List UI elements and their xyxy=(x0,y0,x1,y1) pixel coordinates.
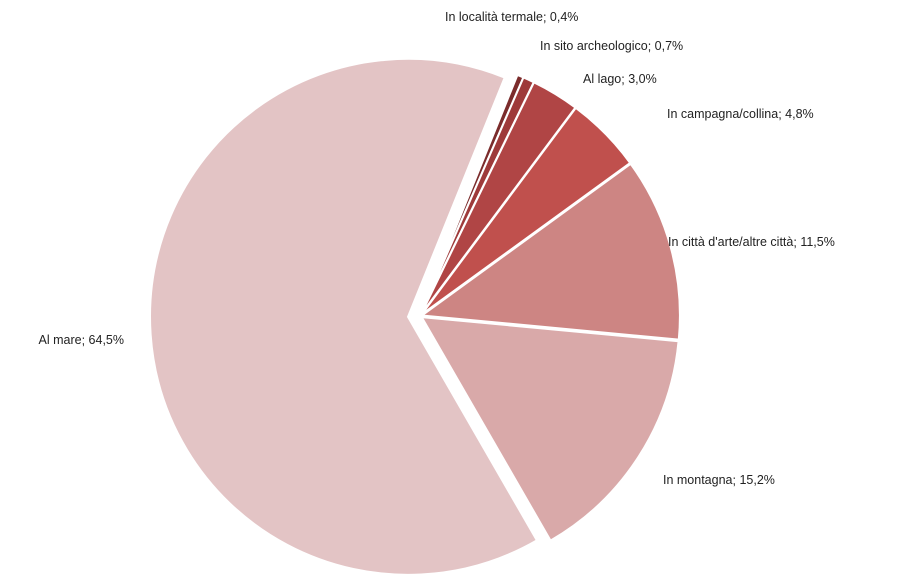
slice-label: In località termale; 0,4% xyxy=(445,10,578,24)
category-label: Al mare xyxy=(39,333,82,347)
pie-slice xyxy=(420,106,632,316)
value-label: 64,5% xyxy=(89,333,124,347)
category-label: In città d'arte/altre città xyxy=(668,235,793,249)
pie-slice xyxy=(419,315,680,542)
category-label: In sito archeologico xyxy=(540,39,648,53)
pie-slice xyxy=(419,162,681,341)
slice-label: Al mare; 64,5% xyxy=(39,333,124,347)
slice-label: In città d'arte/altre città; 11,5% xyxy=(668,235,835,249)
value-label: 11,5% xyxy=(800,235,835,249)
value-label: 4,8% xyxy=(785,107,814,121)
slice-label: In campagna/collina; 4,8% xyxy=(667,107,814,121)
value-label: 3,0% xyxy=(628,72,657,86)
category-label: In località termale xyxy=(445,10,543,24)
pie-slice xyxy=(149,57,539,576)
value-label: 15,2% xyxy=(739,473,774,487)
category-label: Al lago xyxy=(583,72,621,86)
category-label: In montagna xyxy=(663,473,733,487)
slice-label: Al lago; 3,0% xyxy=(583,72,657,86)
slice-label: In sito archeologico; 0,7% xyxy=(540,39,683,53)
category-label: In campagna/collina xyxy=(667,107,778,121)
value-label: 0,7% xyxy=(655,39,684,53)
slice-label: In montagna; 15,2% xyxy=(663,473,775,487)
value-label: 0,4% xyxy=(550,10,579,24)
